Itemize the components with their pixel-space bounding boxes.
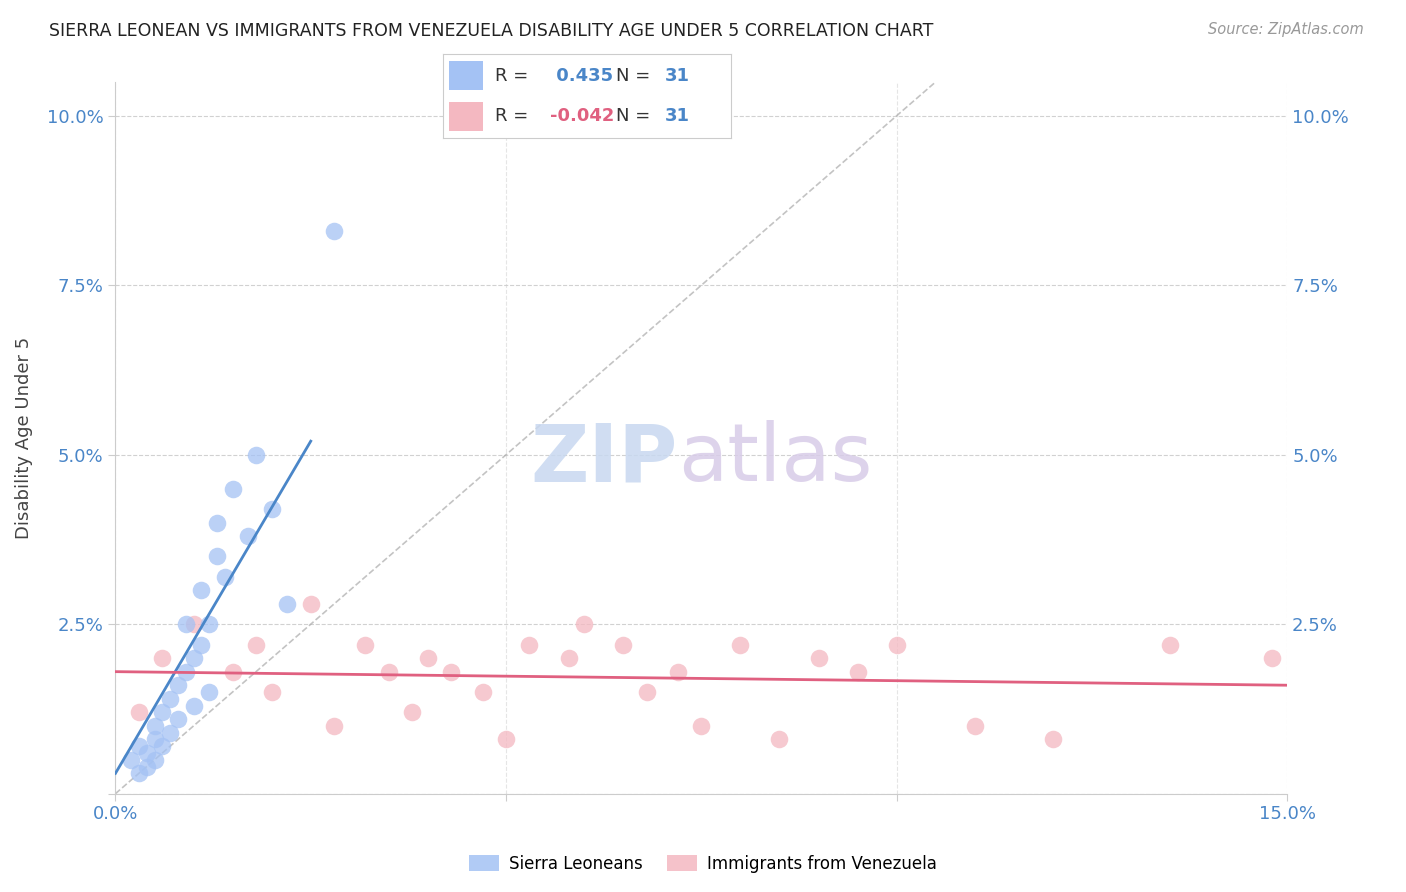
Point [190, 638, 212, 652]
Text: -0.042: -0.042 [550, 107, 614, 125]
Point [1260, 651, 1282, 665]
Point [963, 719, 986, 733]
Point [174, 617, 197, 632]
Point [245, 638, 267, 652]
Point [471, 685, 494, 699]
Point [150, 739, 173, 754]
Point [666, 665, 689, 679]
Point [690, 719, 713, 733]
Point [323, 719, 346, 733]
Point [276, 597, 298, 611]
Point [135, 759, 157, 773]
Point [846, 665, 869, 679]
Point [1042, 732, 1064, 747]
Point [730, 638, 752, 652]
Point [636, 685, 658, 699]
Point [401, 706, 423, 720]
Point [143, 753, 166, 767]
Point [440, 665, 463, 679]
Text: 31: 31 [665, 67, 690, 85]
Text: N =: N = [616, 67, 650, 85]
Text: R =: R = [495, 67, 529, 85]
Point [198, 685, 221, 699]
Point [354, 638, 377, 652]
Point [323, 224, 346, 238]
Point [260, 685, 283, 699]
Point [557, 651, 579, 665]
Point [128, 706, 150, 720]
Point [183, 651, 205, 665]
Text: atlas: atlas [678, 420, 872, 498]
Point [150, 706, 173, 720]
Point [143, 719, 166, 733]
Text: SIERRA LEONEAN VS IMMIGRANTS FROM VENEZUELA DISABILITY AGE UNDER 5 CORRELATION C: SIERRA LEONEAN VS IMMIGRANTS FROM VENEZU… [49, 22, 934, 40]
Point [205, 549, 228, 564]
Point [221, 482, 243, 496]
Point [159, 691, 181, 706]
Point [886, 638, 908, 652]
Point [190, 583, 212, 598]
Point [183, 698, 205, 713]
Point [612, 638, 634, 652]
Point [1159, 638, 1181, 652]
Point [768, 732, 790, 747]
Point [128, 766, 150, 780]
Point [214, 570, 236, 584]
Point [572, 617, 595, 632]
Point [143, 732, 166, 747]
Point [416, 651, 439, 665]
Y-axis label: Disability Age Under 5: Disability Age Under 5 [15, 336, 32, 539]
Point [519, 638, 541, 652]
Text: R =: R = [495, 107, 529, 125]
Point [495, 732, 517, 747]
Point [183, 617, 205, 632]
Bar [449, 62, 484, 90]
Text: 31: 31 [665, 107, 690, 125]
Bar [449, 102, 484, 130]
Point [174, 665, 197, 679]
Point [299, 597, 322, 611]
Point [807, 651, 830, 665]
Point [167, 678, 190, 692]
Point [221, 665, 243, 679]
Text: 0.435: 0.435 [550, 67, 613, 85]
Point [135, 746, 157, 760]
Legend: Sierra Leoneans, Immigrants from Venezuela: Sierra Leoneans, Immigrants from Venezue… [463, 848, 943, 880]
Point [245, 448, 267, 462]
Text: ZIP: ZIP [530, 420, 678, 498]
Text: N =: N = [616, 107, 650, 125]
Point [378, 665, 401, 679]
Point [238, 529, 260, 543]
Point [167, 712, 190, 726]
Point [205, 516, 228, 530]
Point [159, 725, 181, 739]
Point [260, 502, 283, 516]
Text: Source: ZipAtlas.com: Source: ZipAtlas.com [1208, 22, 1364, 37]
Point [198, 617, 221, 632]
Point [120, 753, 142, 767]
Point [150, 651, 173, 665]
Point [128, 739, 150, 754]
